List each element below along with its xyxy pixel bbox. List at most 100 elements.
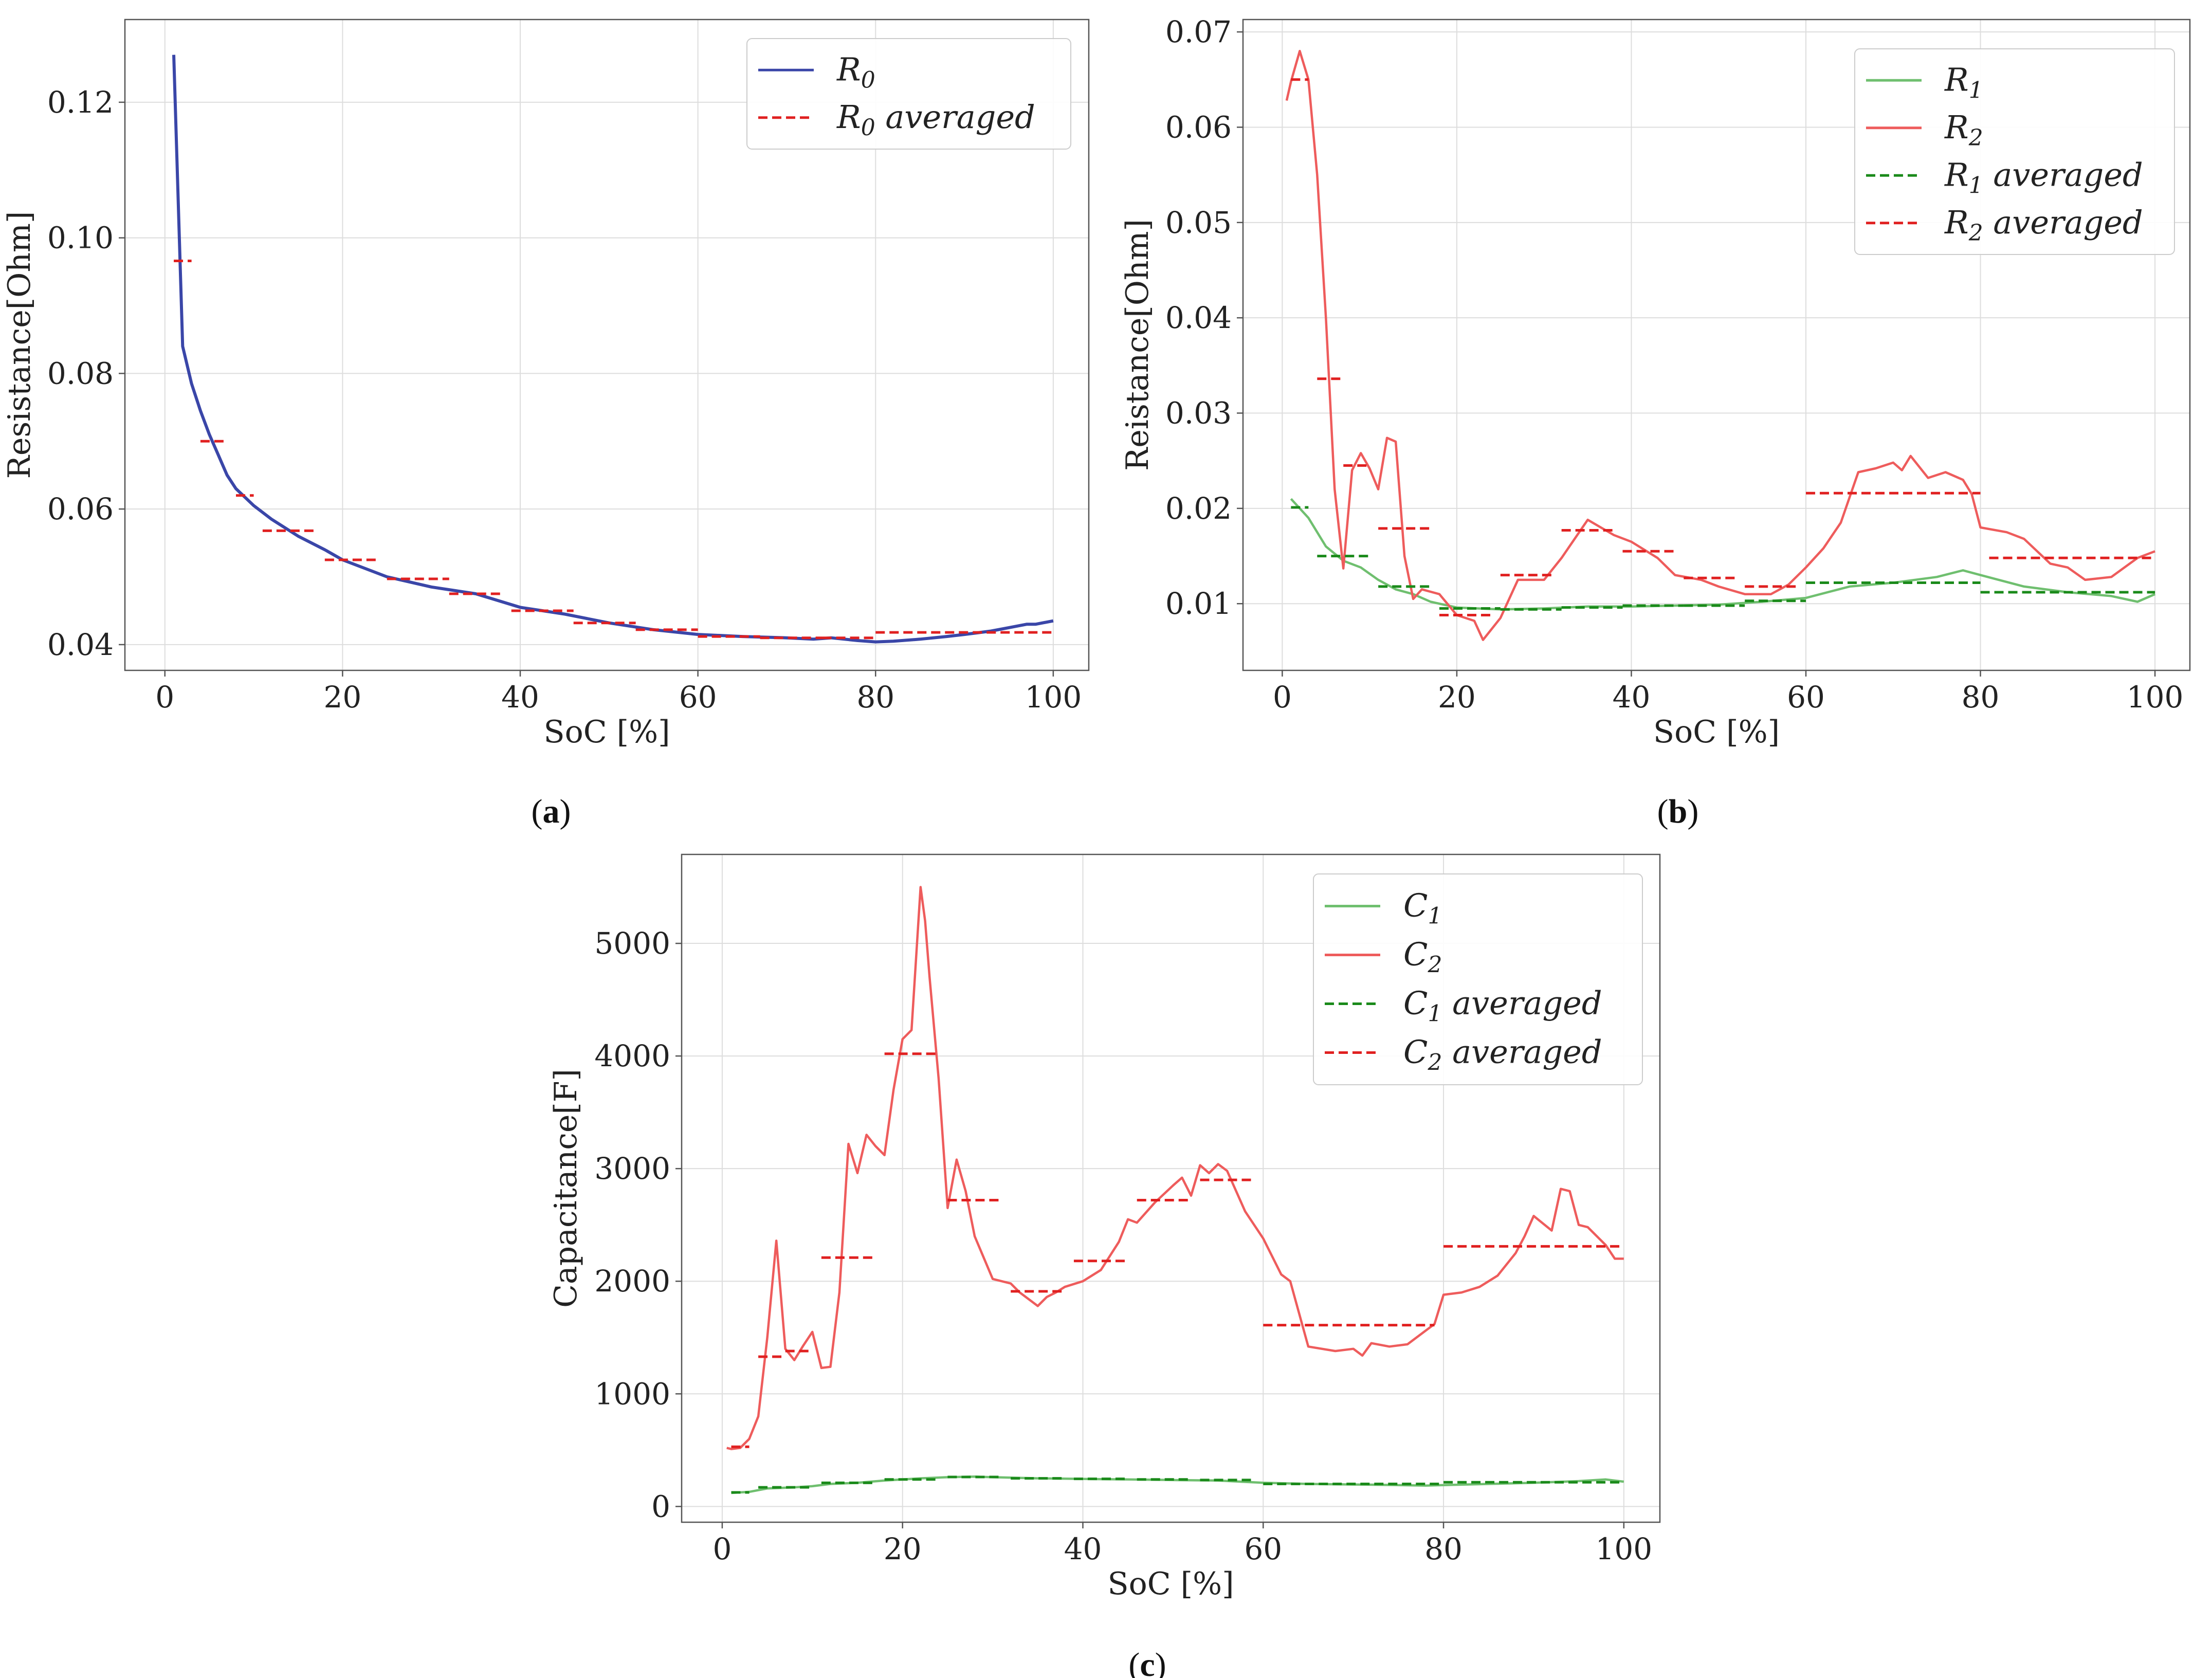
x-tick-label: 100 <box>1595 1531 1652 1566</box>
plot-frame <box>681 853 1661 1523</box>
x-tick-label: 60 <box>1787 680 1825 715</box>
y-tick-label: 0.12 <box>47 85 114 120</box>
y-axis-label: Resistance[Ohm] <box>2 211 38 479</box>
panel-b: 0 20 40 60 80 100 0.01 0.02 0.03 0.04 0.05 0.06 0.07… <box>1120 14 2191 830</box>
legend-subscript: 0 <box>861 67 875 93</box>
x-tick-label: 20 <box>323 680 361 715</box>
plot-area <box>1285 49 2155 641</box>
y-tick-label: 4000 <box>594 1038 670 1073</box>
x-axis-label: SoC [%] <box>1107 1566 1234 1602</box>
legend-suffix: averaged <box>1442 1033 1602 1071</box>
series-line-r2 <box>1285 49 2155 641</box>
plot-frame <box>124 19 1090 671</box>
x-tick-label: 20 <box>884 1531 922 1566</box>
legend-subscript: 2 <box>1427 952 1442 978</box>
legend-label: C2 averaged <box>1403 1033 1602 1076</box>
caption-letter: c <box>1140 1646 1155 1678</box>
x-axis-label: SoC [%] <box>1653 714 1780 750</box>
x-tick-label: 20 <box>1438 680 1476 715</box>
legend-name: R <box>1944 108 1969 146</box>
y-tick-label: 0.06 <box>1165 110 1232 144</box>
grid <box>682 854 1660 1522</box>
panel-caption: (a) <box>532 793 571 830</box>
legend-box <box>746 38 1071 150</box>
y-tick-label: 3000 <box>594 1151 670 1186</box>
y-tick-label: 5000 <box>594 926 670 961</box>
legend-name: R <box>836 98 861 136</box>
x-tick-label: 80 <box>1962 680 2000 715</box>
y-tick-label: 0.07 <box>1165 14 1232 49</box>
y-tick-label: 0.02 <box>1165 491 1232 526</box>
y-tick-label: 0.08 <box>47 356 114 391</box>
legend-subscript: 2 <box>1427 1050 1442 1076</box>
plot-area <box>172 54 1054 644</box>
legend-label: R2 averaged <box>1944 204 2143 246</box>
legend-label: R1 averaged <box>1944 156 2143 198</box>
legend-name: R <box>836 50 861 88</box>
legend-box <box>1854 48 2175 255</box>
legend-subscript: 0 <box>861 115 875 141</box>
legend-name: R <box>1944 204 1969 241</box>
y-tick-label: 0.05 <box>1165 205 1232 240</box>
plot-area <box>726 886 1624 1494</box>
legend-subscript: 1 <box>1428 903 1442 929</box>
y-tick-label: 0.04 <box>47 627 114 662</box>
legend-suffix: averaged <box>1983 204 2143 241</box>
y-tick-label: 0 <box>651 1489 670 1524</box>
y-tick-label: 0.03 <box>1165 396 1232 431</box>
legend-name: R <box>1944 61 1969 98</box>
legend-subscript: 1 <box>1969 77 1983 103</box>
legend-label: R0 averaged <box>836 98 1035 141</box>
caption-paren: ( <box>532 793 543 830</box>
legend-label: C2 <box>1403 936 1442 978</box>
caption-paren: ( <box>1657 793 1669 830</box>
x-tick-label: 0 <box>712 1531 732 1566</box>
panel-caption: (b) <box>1657 793 1699 830</box>
x-axis-label: SoC [%] <box>543 714 670 750</box>
legend-suffix: averaged <box>1983 156 2143 193</box>
x-tick-label: 100 <box>2127 680 2184 715</box>
x-tick-label: 60 <box>679 680 717 715</box>
x-tick-label: 0 <box>155 680 174 715</box>
legend-suffix: averaged <box>875 98 1035 136</box>
x-tick-label: 0 <box>1273 680 1292 715</box>
series-line-c2 <box>726 886 1624 1450</box>
caption-paren: ) <box>1687 793 1698 830</box>
y-tick-label: 1000 <box>594 1376 670 1411</box>
plot-frame <box>1242 19 2191 671</box>
caption-paren: ) <box>560 793 571 830</box>
legend-name: C <box>1403 936 1428 973</box>
y-axis-label: Reistance[Ohm] <box>1120 219 1156 471</box>
legend-name: C <box>1403 887 1428 924</box>
x-tick-label: 80 <box>856 680 894 715</box>
panel-caption: (c) <box>1128 1646 1166 1678</box>
legend-name: C <box>1403 984 1428 1022</box>
legend-label: C1 <box>1403 887 1442 929</box>
series-line-c1 <box>731 1475 1624 1494</box>
x-tick-label: 100 <box>1025 680 1082 715</box>
legend-label: R1 <box>1944 61 1983 103</box>
x-tick-label: 40 <box>1064 1531 1102 1566</box>
legend-subscript: 1 <box>1428 1001 1442 1027</box>
legend-subscript: 1 <box>1969 172 1983 198</box>
legend-name: C <box>1403 1033 1428 1071</box>
y-tick-label: 0.10 <box>47 221 114 256</box>
y-tick-label: 2000 <box>594 1264 670 1299</box>
caption-paren: ) <box>1155 1646 1166 1678</box>
y-tick-label: 0.06 <box>47 491 114 526</box>
legend-label: R0 <box>836 50 875 93</box>
legend-name: R <box>1944 156 1969 193</box>
caption-letter: a <box>543 793 560 830</box>
series-line-r0 <box>172 54 1054 644</box>
x-tick-label: 40 <box>1613 680 1651 715</box>
y-tick-label: 0.01 <box>1165 586 1232 621</box>
x-tick-label: 80 <box>1424 1531 1463 1566</box>
caption-paren: ( <box>1128 1646 1140 1678</box>
legend-label: C1 averaged <box>1403 984 1602 1027</box>
legend-subscript: 2 <box>1968 220 1983 246</box>
